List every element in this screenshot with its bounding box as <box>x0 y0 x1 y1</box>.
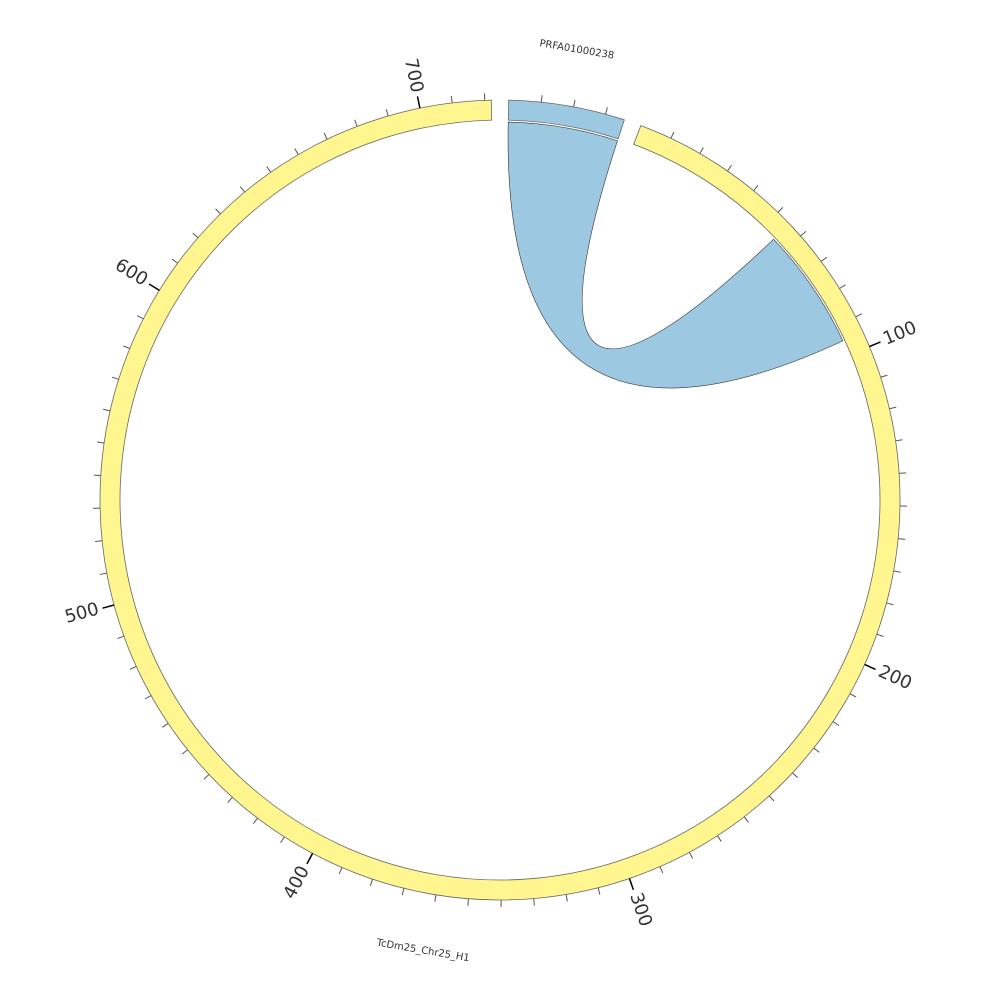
segment-label: TcDm25_Chr25_H1 <box>375 937 471 964</box>
minor-tick <box>880 374 888 378</box>
minor-tick <box>753 184 759 191</box>
minor-tick <box>898 538 906 540</box>
minor-tick <box>103 408 111 412</box>
minor-tick <box>855 313 863 318</box>
major-tick <box>869 341 881 348</box>
tick-label: 500 <box>63 599 102 628</box>
minor-tick <box>573 99 576 107</box>
segment-arc <box>507 99 625 140</box>
minor-tick <box>893 570 901 573</box>
minor-tick <box>385 109 389 117</box>
minor-tick <box>401 888 405 896</box>
minor-tick <box>895 439 903 442</box>
tick-label: 400 <box>279 862 314 902</box>
minor-tick <box>192 232 199 239</box>
segment-arc <box>99 99 901 901</box>
major-tick <box>102 604 115 609</box>
minor-tick <box>171 258 178 264</box>
minor-tick <box>129 665 137 670</box>
major-tick <box>628 878 635 891</box>
minor-tick <box>876 633 884 637</box>
minor-tick <box>777 207 784 213</box>
major-tick <box>148 283 160 291</box>
minor-tick <box>323 132 328 140</box>
minor-tick <box>97 441 105 444</box>
minor-tick <box>605 107 608 115</box>
minor-tick <box>162 722 169 728</box>
minor-tick <box>227 796 233 803</box>
tick-label: 600 <box>111 255 151 291</box>
minor-tick <box>294 148 299 155</box>
minor-tick <box>792 772 798 778</box>
minor-tick <box>252 817 258 825</box>
minor-tick <box>597 887 601 895</box>
minor-tick <box>280 836 285 844</box>
minor-tick <box>434 894 437 902</box>
minor-tick <box>215 208 221 215</box>
minor-tick <box>699 147 704 154</box>
minor-tick <box>266 166 272 173</box>
major-tick <box>416 96 421 109</box>
minor-tick <box>659 866 664 874</box>
minor-tick <box>820 256 828 262</box>
minor-tick <box>832 721 840 726</box>
minor-tick <box>450 95 453 103</box>
minor-tick <box>743 816 749 823</box>
major-tick <box>306 853 314 865</box>
minor-tick <box>849 693 857 698</box>
minor-tick <box>136 315 144 320</box>
minor-tick <box>111 376 119 380</box>
minor-tick <box>95 540 103 543</box>
tick-label: 300 <box>625 890 656 929</box>
minor-tick <box>800 231 807 237</box>
minor-tick <box>839 284 846 289</box>
major-tick <box>864 663 876 671</box>
minor-tick <box>670 131 675 139</box>
minor-tick <box>768 795 775 802</box>
minor-tick <box>467 898 469 906</box>
minor-tick <box>565 894 568 902</box>
minor-tick <box>203 774 210 780</box>
minor-tick <box>540 95 543 103</box>
minor-tick <box>369 878 374 886</box>
minor-tick <box>117 635 125 640</box>
minor-tick <box>813 747 820 753</box>
minor-tick <box>181 749 188 755</box>
minor-tick <box>688 852 694 859</box>
minor-tick <box>533 898 535 906</box>
minor-tick <box>144 695 152 700</box>
segment-label: PRFA01000238 <box>539 38 615 62</box>
minor-tick <box>99 572 107 575</box>
link-ribbon <box>507 121 844 389</box>
minor-tick <box>717 835 722 842</box>
minor-tick <box>239 186 246 193</box>
minor-tick <box>354 119 358 127</box>
minor-tick <box>123 345 130 350</box>
minor-tick <box>889 406 897 410</box>
minor-tick <box>886 602 894 606</box>
tick-label: 700 <box>400 57 427 95</box>
minor-tick <box>338 867 343 875</box>
tick-label: 200 <box>875 661 915 694</box>
minor-tick <box>727 164 732 172</box>
tick-label: 100 <box>880 317 920 350</box>
